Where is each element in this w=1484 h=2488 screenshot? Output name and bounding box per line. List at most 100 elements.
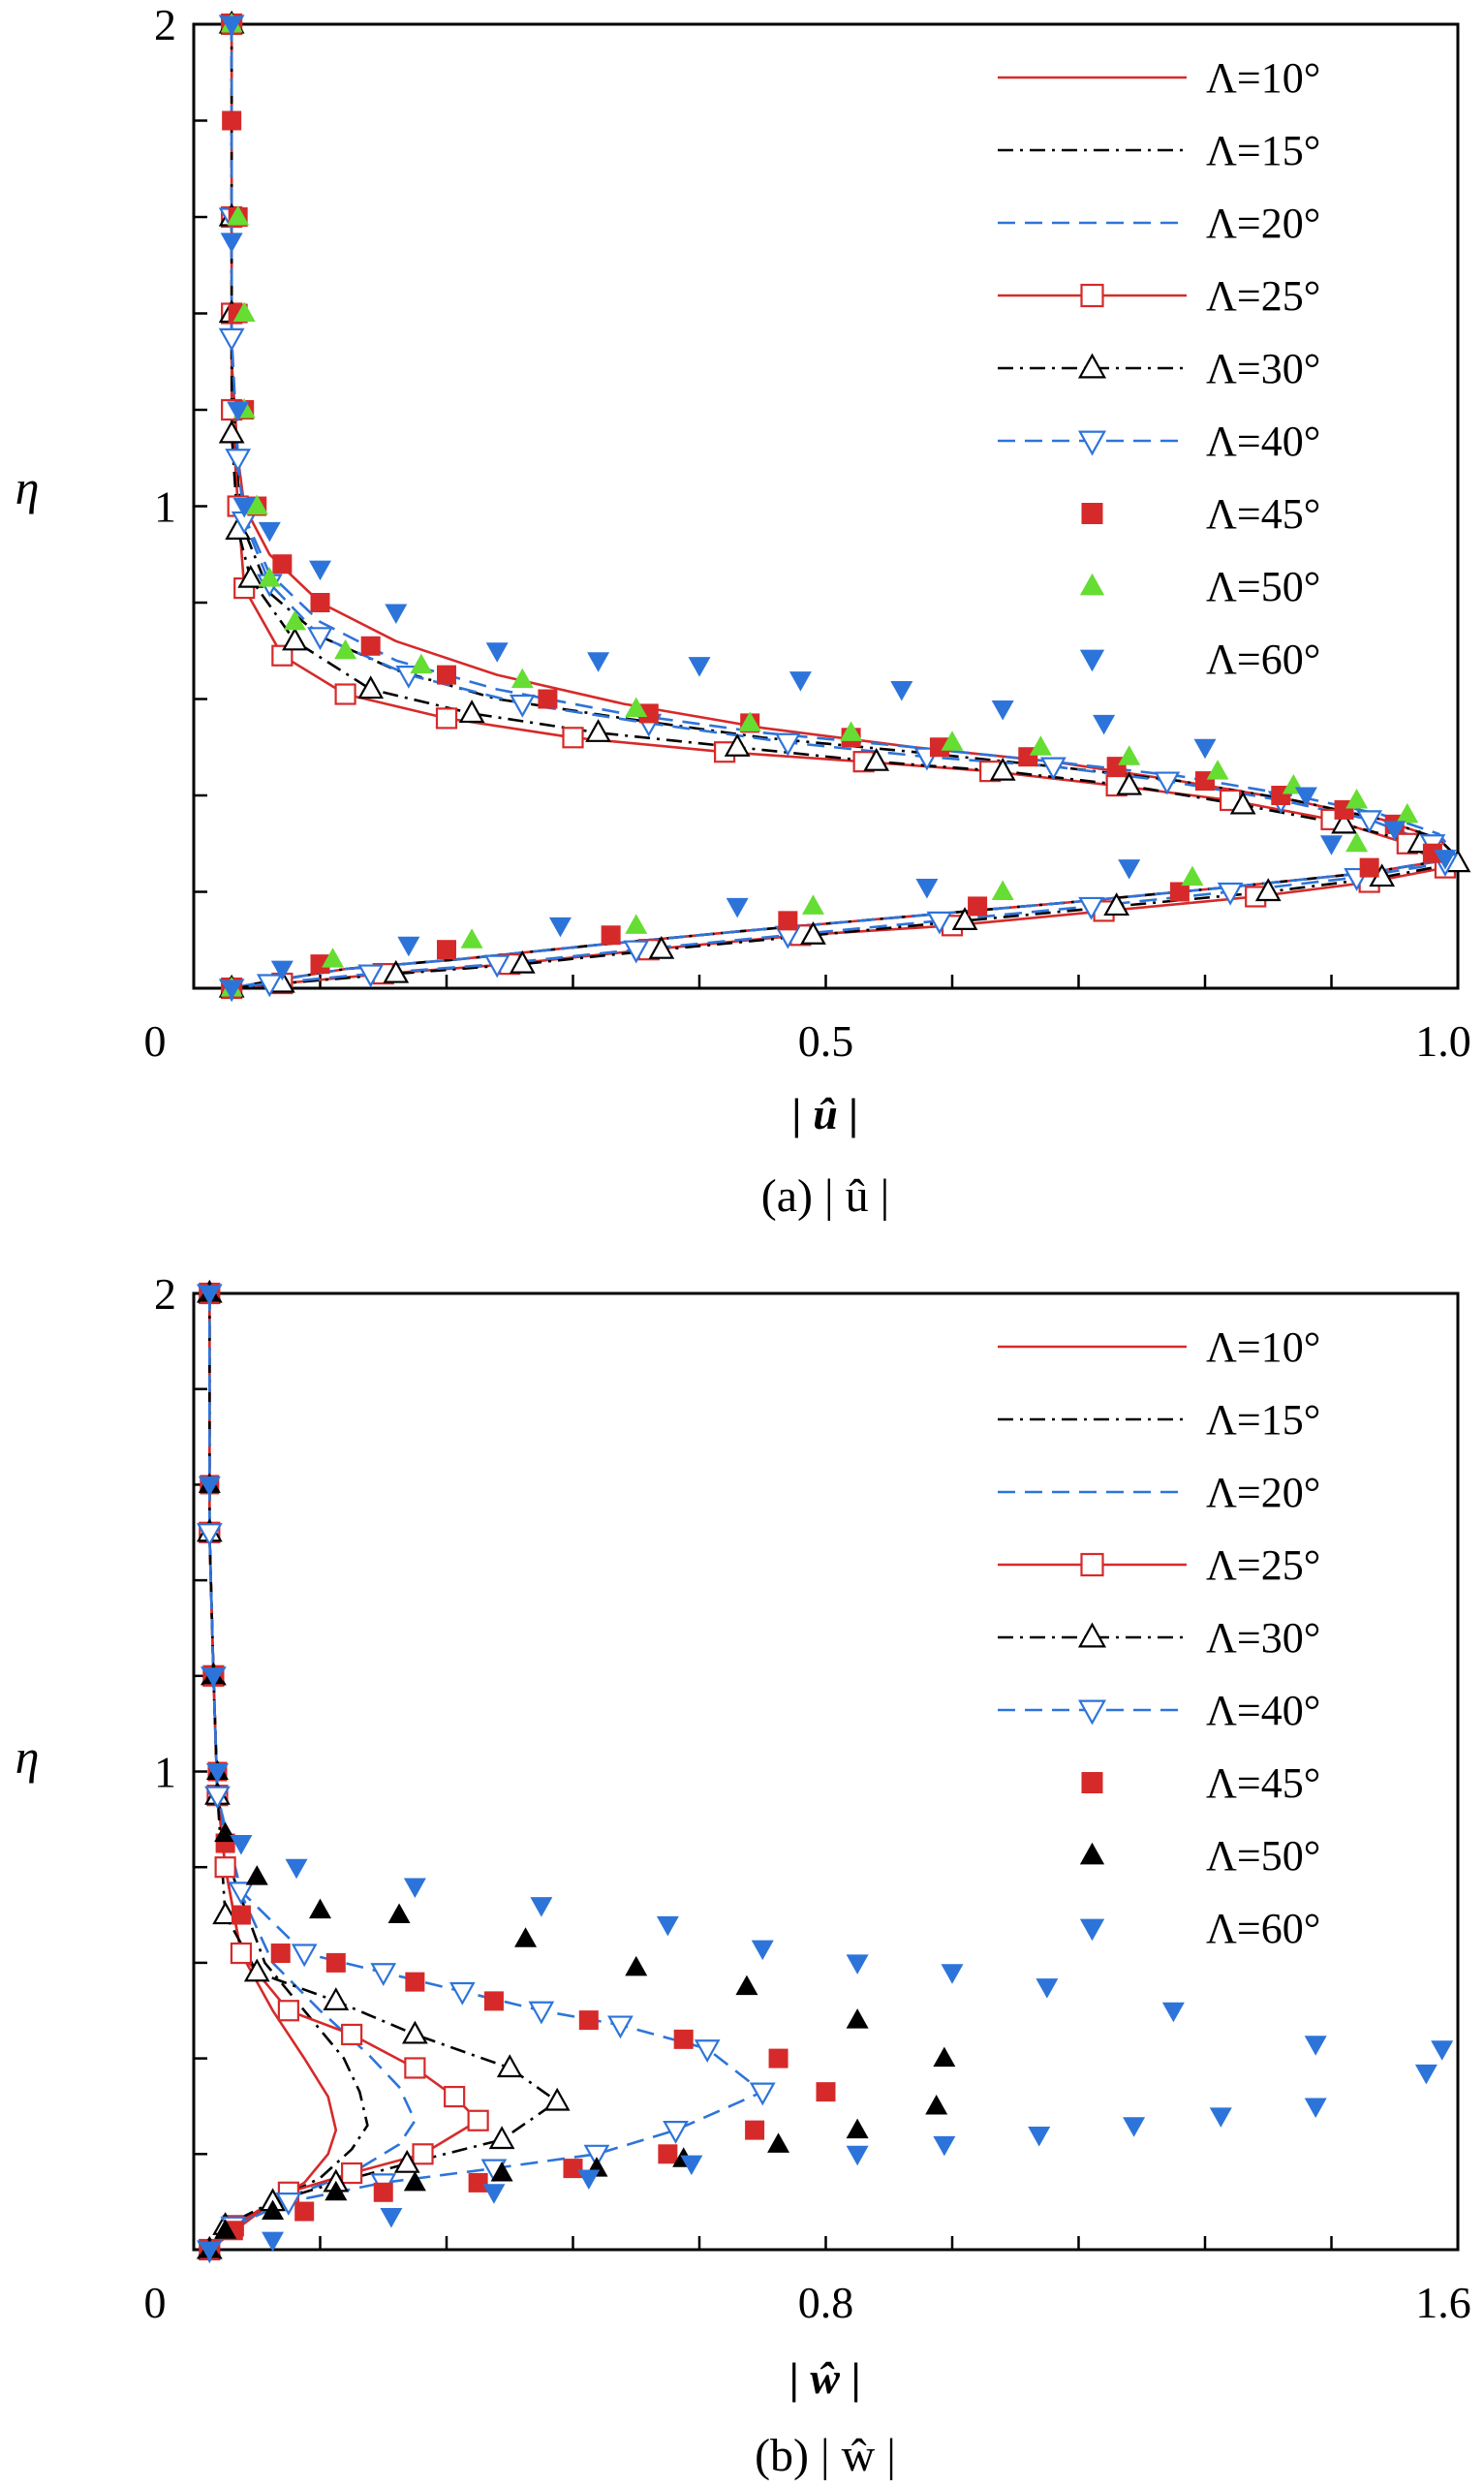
data-point <box>198 2241 221 2261</box>
data-point <box>283 609 306 631</box>
data-point <box>846 2118 869 2139</box>
legend-marker <box>1080 1552 1104 1577</box>
data-point <box>768 2048 788 2068</box>
data-point <box>840 721 863 741</box>
legend-marker <box>1077 353 1107 379</box>
data-point <box>271 644 294 667</box>
data-point <box>262 2199 285 2221</box>
data-point <box>307 627 333 651</box>
data-point <box>724 733 751 757</box>
data-point <box>1217 882 1244 906</box>
data-point <box>680 2155 703 2176</box>
series-line-2 <box>208 1293 417 2251</box>
legend-marker <box>1077 1622 1107 1648</box>
data-point <box>204 1786 231 1810</box>
data-point <box>225 449 252 472</box>
data-point <box>1345 831 1369 853</box>
data-point <box>510 668 534 689</box>
data-point <box>587 652 610 672</box>
data-point <box>245 494 268 514</box>
data-point <box>1396 802 1419 824</box>
series-line-4 <box>230 24 1460 990</box>
data-point <box>1414 2064 1438 2085</box>
data-point <box>941 1964 964 1984</box>
data-point <box>323 1987 350 2010</box>
data-point <box>341 2023 363 2046</box>
legend-label: Λ=25° <box>1206 1541 1320 1589</box>
data-point <box>360 636 381 656</box>
legend-marker <box>1079 1918 1105 1942</box>
data-point <box>625 697 648 717</box>
data-point <box>437 665 456 685</box>
series-line-4 <box>208 1293 559 2251</box>
data-point <box>383 959 410 983</box>
data-point <box>583 2144 610 2168</box>
data-point <box>989 757 1016 781</box>
data-point <box>437 940 456 960</box>
x-axis-label-a: | û | <box>792 1089 859 1138</box>
data-point <box>373 2182 393 2202</box>
data-point <box>933 2135 956 2157</box>
data-point <box>514 1927 538 1947</box>
x-tick-label: 1.6 <box>1415 2278 1471 2327</box>
data-point <box>543 2087 571 2111</box>
data-point <box>256 974 283 998</box>
data-point <box>548 917 572 938</box>
series-markers-b <box>196 1279 1454 2264</box>
panel-a: Λ=10° Λ=15° Λ=20° Λ=25° Λ=30° Λ=40° Λ=45° Λ=50°… <box>15 0 1471 1222</box>
data-point <box>1029 735 1052 756</box>
legend-label: Λ=45° <box>1206 490 1320 538</box>
data-point <box>528 2001 555 2025</box>
data-point <box>751 1940 774 1961</box>
data-point <box>435 707 458 730</box>
data-point <box>915 879 939 899</box>
data-point <box>1169 882 1190 902</box>
y-tick-label: 1 <box>154 1748 176 1797</box>
data-point <box>1028 2127 1051 2147</box>
data-point <box>607 2015 634 2039</box>
legend-label: Λ=10° <box>1206 1323 1320 1371</box>
data-point <box>1331 810 1357 834</box>
data-point <box>220 16 243 36</box>
data-point <box>196 1523 223 1546</box>
data-point <box>538 689 558 709</box>
data-point <box>496 2054 523 2078</box>
data-point <box>357 964 385 988</box>
data-point <box>258 567 281 587</box>
data-point <box>694 2039 721 2063</box>
data-point <box>663 2121 689 2144</box>
data-point <box>245 1865 268 1885</box>
data-point <box>397 936 420 957</box>
data-point <box>262 2231 285 2253</box>
data-point <box>387 1903 411 1924</box>
legend-label: Λ=20° <box>1206 200 1320 247</box>
data-point <box>1229 791 1256 815</box>
data-point <box>404 2057 426 2079</box>
legend-label: Λ=30° <box>1206 1614 1320 1662</box>
data-point <box>341 2161 363 2185</box>
legend-label: Λ=45° <box>1206 1759 1320 1807</box>
data-point <box>1103 892 1130 917</box>
data-point <box>1304 2098 1327 2118</box>
x-tick-label: 0 <box>144 1016 167 1066</box>
data-point <box>231 1905 251 1925</box>
data-point <box>460 928 483 949</box>
legend-label: Λ=40° <box>1206 1687 1320 1734</box>
data-point <box>929 737 949 758</box>
data-point <box>483 954 510 979</box>
series-line-2 <box>230 24 1460 990</box>
data-point <box>846 2008 869 2029</box>
series-line-0 <box>208 1293 338 2252</box>
data-point <box>774 732 801 757</box>
data-point <box>380 2207 403 2228</box>
y-axis-label-a: η <box>15 460 40 514</box>
data-point <box>656 1915 679 1937</box>
data-point <box>334 683 356 705</box>
data-point <box>232 498 256 518</box>
legend-label: Λ=10° <box>1206 54 1320 102</box>
data-point <box>933 2046 956 2068</box>
legend-label: Λ=25° <box>1206 272 1320 320</box>
data-point <box>1320 835 1343 855</box>
data-point <box>509 949 536 974</box>
data-point <box>601 925 621 946</box>
